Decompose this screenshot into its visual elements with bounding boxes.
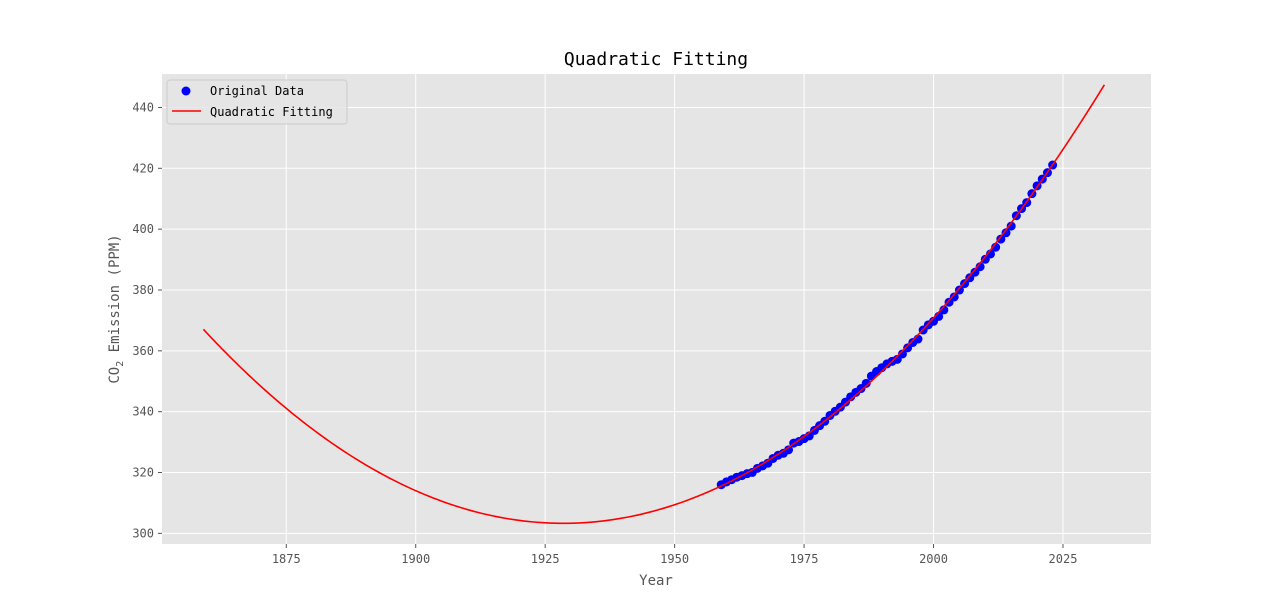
data-point — [949, 292, 959, 302]
y-axis-label: CO2 Emission (PPM) — [107, 234, 126, 383]
legend: Original Data Quadratic Fitting — [166, 79, 348, 125]
y-axis-label-subscript: 2 — [115, 361, 126, 367]
y-axis-ticks: 300 320 340 360 380 400 420 440 — [132, 100, 162, 540]
x-tick-label: 1875 — [272, 552, 301, 566]
y-axis-label-main: CO — [107, 367, 123, 384]
x-tick-label: 1900 — [401, 552, 430, 566]
y-tick-label: 320 — [132, 466, 154, 480]
y-axis-label-rest: Emission (PPM) — [107, 234, 123, 360]
legend-label-quadratic-fitting: Quadratic Fitting — [210, 105, 333, 119]
data-point — [861, 378, 871, 388]
y-tick-label: 440 — [132, 100, 154, 114]
x-axis-label: Year — [639, 573, 673, 589]
y-tick-label: 300 — [132, 526, 154, 540]
x-axis-ticks: 1875 1900 1925 1950 1975 2000 2025 — [272, 544, 1078, 566]
chart-title: Quadratic Fitting — [564, 49, 748, 70]
legend-label-original-data: Original Data — [210, 84, 304, 98]
legend-box — [166, 79, 348, 125]
data-point — [1001, 228, 1011, 238]
plot-area — [162, 74, 1151, 544]
grid-lines — [162, 74, 1151, 544]
data-point — [996, 234, 1006, 244]
data-point — [1006, 221, 1016, 231]
x-tick-label: 2000 — [919, 552, 948, 566]
data-point — [939, 305, 949, 315]
x-tick-label: 1925 — [531, 552, 560, 566]
data-point — [784, 445, 794, 455]
y-tick-label: 400 — [132, 222, 154, 236]
legend-marker-original-data — [181, 86, 191, 96]
x-tick-label: 1950 — [660, 552, 689, 566]
y-tick-label: 360 — [132, 344, 154, 358]
data-point — [975, 262, 985, 272]
x-tick-label: 2025 — [1049, 552, 1078, 566]
series-quadratic-fitting-line — [202, 84, 1106, 525]
data-point — [954, 285, 964, 295]
y-tick-label: 420 — [132, 161, 154, 175]
data-point — [897, 349, 907, 359]
y-tick-label: 380 — [132, 283, 154, 297]
x-tick-label: 1975 — [790, 552, 819, 566]
y-tick-label: 340 — [132, 405, 154, 419]
